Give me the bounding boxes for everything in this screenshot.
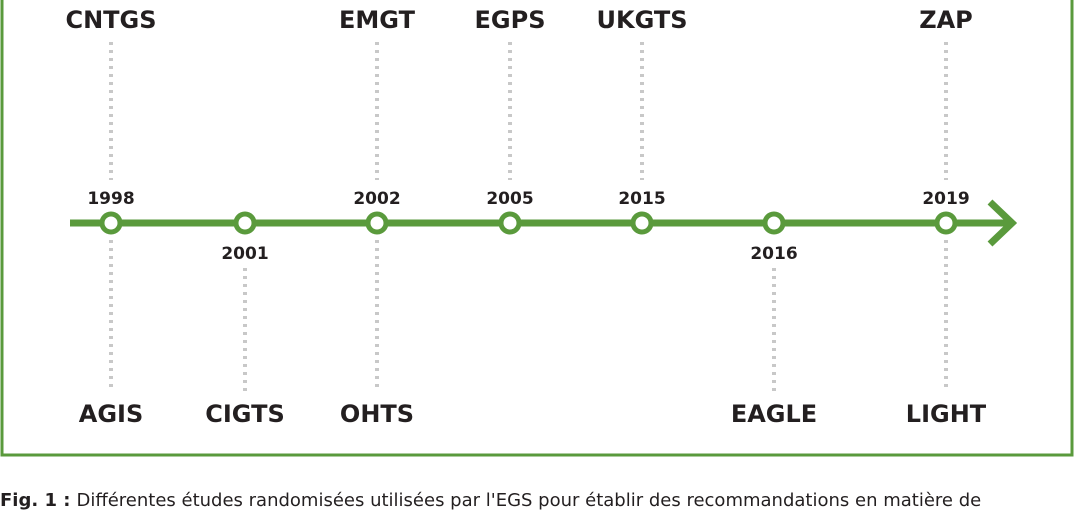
node [630, 211, 654, 235]
node-bottom-label: OHTS [340, 400, 414, 428]
node-top-label: EMGT [339, 6, 416, 34]
node-year: 2005 [486, 189, 533, 209]
node-top-label: UKGTS [596, 6, 687, 34]
node-bottom-label: LIGHT [906, 400, 987, 428]
node-year: 2015 [618, 189, 665, 209]
node-bottom-label: AGIS [79, 400, 144, 428]
node-top-label: CNTGS [65, 6, 156, 34]
node-year: 2002 [353, 189, 400, 209]
caption: Fig. 1 : Différentes études randomisées u… [0, 490, 981, 511]
node-bottom-label: EAGLE [731, 400, 817, 428]
caption-text: Différentes études randomisées utilisées… [76, 490, 981, 511]
node [365, 211, 389, 235]
node [99, 211, 123, 235]
caption-label: Fig. 1 : [0, 490, 70, 511]
node-top-label: ZAP [919, 6, 973, 34]
node-year: 2019 [922, 189, 969, 209]
node-year: 2016 [750, 244, 797, 264]
node [934, 211, 958, 235]
node-top-label: EGPS [475, 6, 546, 34]
arrow-head [987, 199, 1018, 247]
frame [0, 0, 1074, 457]
node [762, 211, 786, 235]
node-year: 1998 [87, 189, 134, 209]
node [498, 211, 522, 235]
node [233, 211, 257, 235]
node-bottom-label: CIGTS [205, 400, 284, 428]
node-year: 2001 [221, 244, 268, 264]
